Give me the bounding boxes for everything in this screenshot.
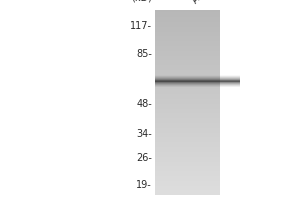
Text: (kD): (kD) — [131, 0, 152, 2]
Text: A549: A549 — [190, 0, 215, 5]
Text: 19-: 19- — [136, 180, 152, 190]
Text: 34-: 34- — [136, 129, 152, 139]
Text: 85-: 85- — [136, 49, 152, 59]
Text: 117-: 117- — [130, 21, 152, 31]
Text: 26-: 26- — [136, 153, 152, 163]
Text: 48-: 48- — [136, 99, 152, 109]
